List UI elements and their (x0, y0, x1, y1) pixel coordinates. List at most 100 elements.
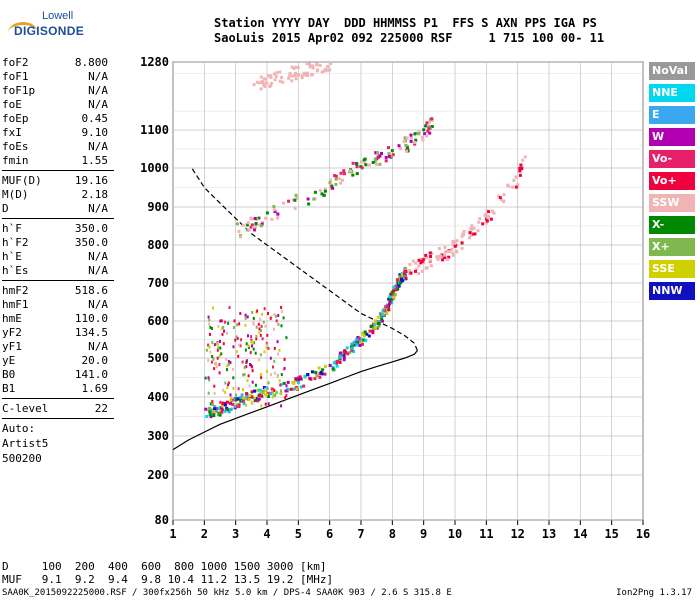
echo-mark (288, 74, 292, 78)
echo-mark (523, 155, 527, 159)
echo-mark (477, 220, 481, 224)
spread-echo-mark (260, 394, 263, 398)
echo-mark (265, 211, 269, 215)
echo-mark (262, 386, 266, 389)
distance-row: D 100 200 400 600 800 1000 1500 3000 [km… (2, 560, 327, 573)
param-label: h`Es (2, 264, 29, 277)
spread-echo-mark (237, 354, 240, 358)
echo-mark (343, 350, 347, 354)
spread-echo-mark (218, 371, 221, 375)
echo-mark (212, 410, 216, 414)
echo-mark (322, 193, 326, 197)
echo-mark (241, 223, 245, 227)
echo-mark (468, 231, 472, 235)
echo-mark (387, 146, 390, 150)
spread-echo-mark (246, 315, 249, 319)
echo-mark (489, 217, 493, 221)
y-tick-label: 200 (147, 468, 169, 482)
echo-mark (409, 271, 413, 275)
echo-mark (315, 69, 319, 73)
echo-mark (258, 394, 262, 398)
spread-echo-mark (273, 359, 276, 363)
echo-mark (420, 135, 424, 139)
echo-mark (387, 308, 391, 312)
echo-mark (273, 393, 277, 397)
legend-item-noval: NoVal (649, 62, 695, 80)
echo-mark (386, 304, 390, 308)
spread-echo-mark (207, 376, 210, 380)
param-row-b1: B1 1.69 (2, 382, 108, 396)
profile-curve (172, 350, 418, 451)
spread-echo-mark (266, 333, 269, 337)
spread-echo-mark (223, 329, 225, 333)
echo-mark (390, 290, 394, 294)
echo-mark (484, 221, 488, 225)
echo-mark (323, 69, 326, 73)
echo-mark (460, 241, 464, 245)
spread-echo-mark (278, 348, 281, 352)
plot-frame (172, 61, 644, 521)
spread-echo-mark (250, 340, 253, 344)
echo-mark (291, 380, 295, 384)
echo-mark (397, 144, 401, 148)
echo-mark (253, 389, 256, 393)
echo-mark (409, 133, 413, 137)
echo-mark (478, 217, 482, 221)
echo-mark (409, 139, 413, 143)
echo-mark (422, 128, 426, 132)
spread-echo-mark (220, 327, 223, 330)
echo-mark (292, 387, 296, 391)
x-tick-label: 12 (510, 527, 524, 541)
echo-mark (367, 334, 371, 338)
x-tick-label: 15 (604, 527, 618, 541)
spread-echo-mark (218, 354, 221, 358)
spread-echo-mark (207, 315, 210, 319)
x-tick-label: 9 (420, 527, 427, 541)
param-value: 9.10 (81, 126, 109, 139)
echo-mark (360, 340, 364, 344)
spread-echo-mark (239, 399, 242, 403)
param-value: 1.55 (81, 154, 109, 167)
echo-mark (252, 83, 256, 87)
echo-mark (443, 245, 447, 249)
echo-mark (429, 255, 432, 258)
echo-mark (428, 131, 432, 135)
echo-mark (290, 79, 294, 83)
echo-mark (227, 410, 231, 414)
spread-echo-mark (213, 384, 216, 388)
param-value: 350.0 (74, 222, 108, 235)
param-row-fof1p: foF1p N/A (2, 84, 108, 98)
echo-mark (286, 387, 290, 391)
echo-mark (249, 225, 253, 229)
echo-mark (358, 344, 362, 347)
echo-mark (413, 142, 417, 146)
param-row-c-level: C-level 22 (2, 402, 108, 416)
echo-mark (213, 405, 217, 409)
echo-mark (384, 305, 388, 309)
echo-mark (306, 373, 310, 376)
echo-mark (393, 293, 397, 296)
spread-echo-mark (275, 319, 278, 323)
param-value: N/A (88, 340, 108, 353)
echo-mark (430, 125, 434, 128)
echo-mark (262, 77, 266, 81)
param-value: N/A (88, 202, 108, 215)
spread-echo-mark (261, 312, 264, 316)
echo-mark (291, 74, 295, 78)
echo-mark (441, 258, 445, 262)
echo-mark (413, 132, 417, 136)
spread-echo-mark (258, 331, 261, 335)
echo-mark (250, 395, 254, 399)
spread-echo-mark (249, 394, 252, 397)
echo-mark (381, 308, 385, 312)
echo-mark (266, 395, 270, 398)
y-tick-label: 1000 (140, 161, 169, 175)
param-value: 350.0 (74, 236, 108, 249)
echo-mark (329, 186, 333, 190)
echo-mark (363, 332, 367, 336)
echo-mark (421, 138, 425, 142)
echo-mark (376, 155, 380, 159)
echo-mark (328, 62, 332, 65)
echo-mark (388, 300, 392, 304)
echo-mark (394, 284, 398, 288)
